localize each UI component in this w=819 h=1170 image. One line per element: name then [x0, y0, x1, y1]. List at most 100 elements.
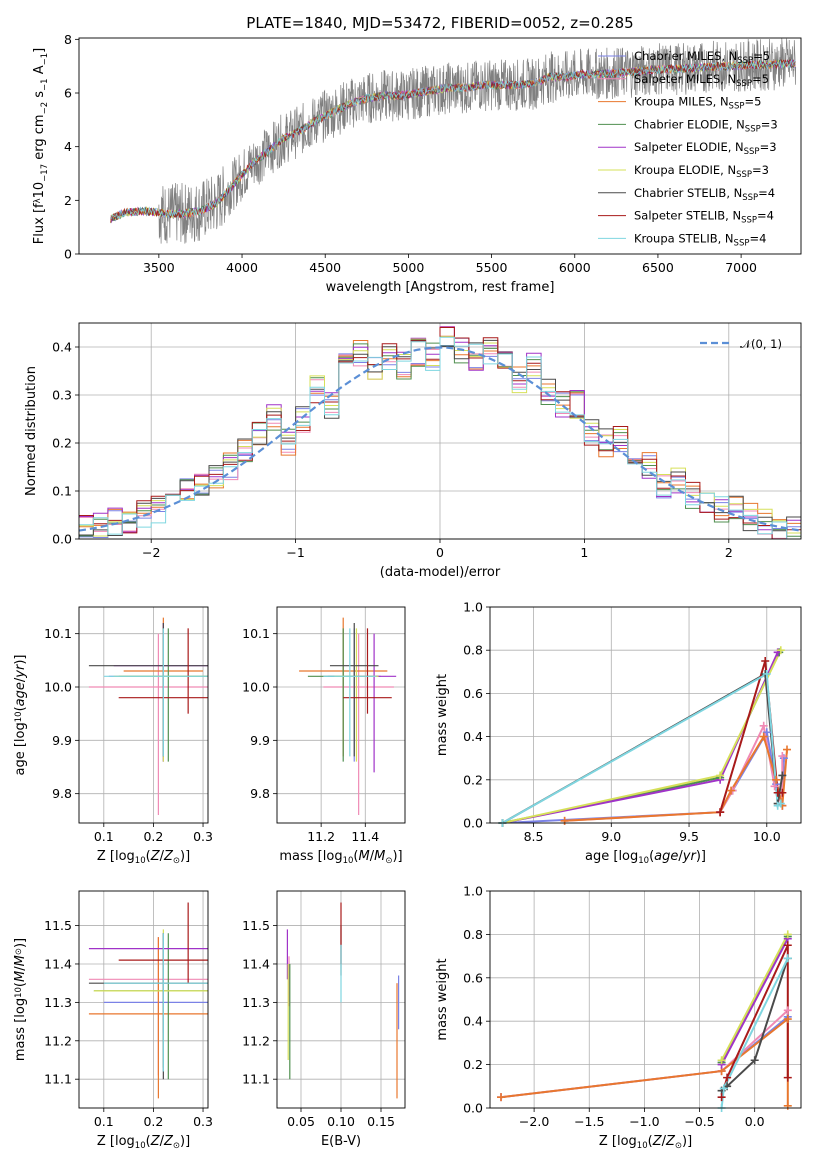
- axes-frame: [276, 890, 406, 1109]
- x-tick-label: 7000: [725, 260, 757, 275]
- label-part: λ: [33, 198, 43, 203]
- label-part: /: [678, 849, 683, 864]
- residual-histogram-panel: −2 −1 0 1 2 0.0 0.1 0.2 0.3 0.4 (data-model)/error…: [24, 322, 802, 580]
- x-tick-label: 0.1: [94, 1114, 114, 1129]
- axes-frame: [78, 890, 209, 1109]
- label-part: −1: [40, 53, 50, 66]
- weight-marker: [762, 669, 771, 678]
- x-tick-label: −1.0: [629, 1114, 659, 1129]
- y-tick-label: 2: [64, 193, 72, 208]
- label-part: )]: [180, 1134, 190, 1149]
- label-part: M: [359, 849, 370, 864]
- label-part: mass weight: [435, 674, 450, 756]
- label-part: 10: [32, 182, 47, 199]
- legend-text: =3: [752, 163, 769, 177]
- x-tick-label: 6500: [642, 260, 674, 275]
- y-tick-label: 11.3: [242, 995, 270, 1010]
- axes-frame: [489, 606, 802, 824]
- x-tick-label: 5500: [476, 260, 508, 275]
- legend-entry: Chabrier MILES, NSSP=5: [634, 49, 770, 66]
- label-part: (: [146, 849, 151, 864]
- y-tick-label: 9.8: [52, 786, 72, 801]
- y-tick-label: 11.4: [44, 956, 72, 971]
- y-tick-label: 11.5: [242, 918, 270, 933]
- y-tick-label: 9.9: [52, 733, 72, 748]
- legend-text: Chabrier STELIB, N: [634, 186, 742, 200]
- y-tick-label: 0.3: [52, 388, 72, 403]
- weight-marker: [727, 786, 736, 795]
- label-part: )]: [696, 849, 706, 864]
- plot-area: [299, 617, 397, 815]
- legend-sub: SSP: [736, 79, 752, 89]
- label-part: Flux [f: [32, 203, 47, 244]
- model-spectrum: [110, 58, 796, 220]
- weight-marker: [759, 721, 768, 730]
- weight-line: [502, 651, 779, 823]
- label-part: /: [13, 966, 28, 971]
- weight-line: [720, 938, 789, 1066]
- label-part: log: [618, 849, 638, 864]
- label-part: ⊙: [385, 856, 392, 866]
- x-tick-label: 4000: [226, 260, 258, 275]
- label-part: Z: [150, 1134, 161, 1149]
- label-part: log: [13, 998, 28, 1018]
- label-part: /: [13, 677, 28, 682]
- label-part: erg cm: [32, 114, 47, 163]
- weight-marker: [783, 745, 792, 754]
- label-part: Normed distribution: [24, 366, 39, 496]
- x-tick-label: 11.4: [351, 829, 379, 844]
- legend-entry: Salpeter MILES, NSSP=5: [634, 72, 769, 89]
- legend-text: Salpeter MILES, N: [634, 72, 736, 86]
- y-tick-label: 0.6: [463, 970, 483, 985]
- label-part: log: [115, 1134, 135, 1149]
- x-tick-label: −1.5: [574, 1114, 604, 1129]
- axes-frame: [276, 606, 406, 824]
- label-part: /: [160, 1134, 165, 1149]
- legend-entry: Chabrier STELIB, NSSP=4: [634, 186, 775, 203]
- legend-text: =5: [752, 72, 769, 86]
- x-tick-label: 3500: [143, 260, 175, 275]
- y-tick-label: 0.6: [463, 686, 483, 701]
- y-tick-label: 0.0: [52, 532, 72, 547]
- label-part: 10: [135, 1141, 146, 1151]
- label-part: ⊙: [173, 856, 180, 866]
- legend-text: Kroupa STELIB, N: [634, 231, 734, 245]
- legend-entry: Chabrier ELODIE, NSSP=3: [634, 117, 778, 134]
- y-tick-label: 0.4: [52, 340, 72, 355]
- weight-marker: [783, 941, 792, 950]
- figure-title: PLATE=1840, MJD=53472, FIBERID=0052, z=0…: [246, 14, 633, 32]
- weight-marker: [770, 782, 779, 791]
- label-part: )]: [682, 1134, 692, 1149]
- label-part: )]: [13, 655, 28, 665]
- weight-marker: [723, 1073, 732, 1082]
- x-tick-label: 0.05: [287, 1114, 315, 1129]
- label-part: (: [13, 982, 28, 987]
- label-part: 10: [638, 856, 649, 866]
- label-part: M: [374, 849, 385, 864]
- x-tick-label: 10.0: [753, 829, 781, 844]
- axes-frame: [78, 606, 209, 824]
- label-part: Z: [665, 1134, 676, 1149]
- y-tick-label: 11.4: [242, 956, 270, 971]
- label-part: yr: [13, 663, 28, 679]
- y-axis-label: mass [log10(M/M⊙)]: [13, 938, 28, 1061]
- label-part: 10: [14, 711, 24, 722]
- label-part: Z [: [97, 849, 115, 864]
- axes-frame: [489, 890, 802, 1109]
- legend-text: Salpeter STELIB, N: [634, 209, 741, 223]
- x-tick-label: 1: [580, 545, 588, 560]
- y-tick-label: 4: [64, 139, 72, 154]
- y-tick-label: 0.2: [463, 772, 483, 787]
- x-tick-label: 6000: [559, 260, 591, 275]
- x-tick-label: 0.0: [745, 1114, 765, 1129]
- label-part: (data-model)/error: [380, 565, 501, 580]
- y-axis-label: Normed distribution: [24, 366, 39, 496]
- y-tick-label: 0.4: [463, 729, 483, 744]
- y-tick-label: 11.3: [44, 995, 72, 1010]
- label-part: ⊙: [675, 1141, 682, 1151]
- weight-line: [564, 722, 784, 822]
- weight-marker: [783, 1006, 792, 1015]
- normal-curve: [79, 346, 801, 532]
